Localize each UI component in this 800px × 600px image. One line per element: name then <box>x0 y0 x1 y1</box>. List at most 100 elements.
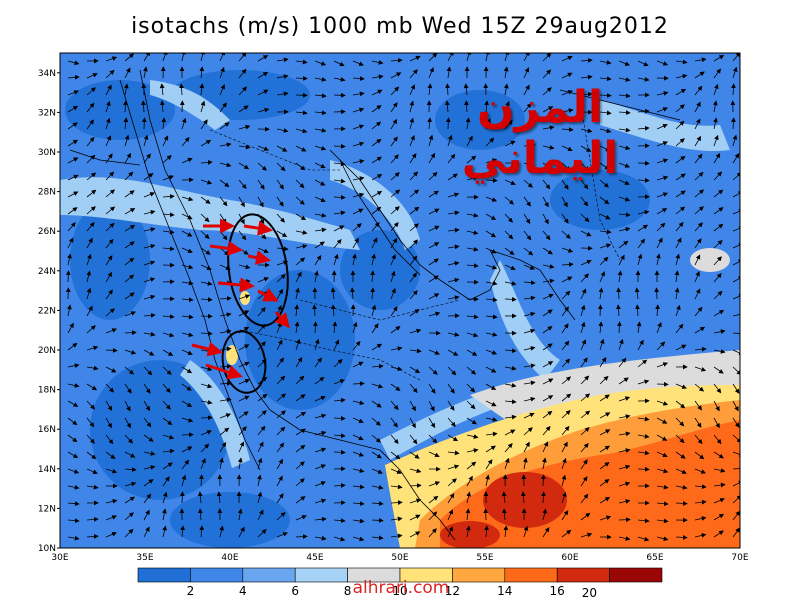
wind-vector-icon <box>67 174 79 181</box>
wind-vector-icon <box>197 508 203 521</box>
wind-vector-icon <box>409 153 417 164</box>
wind-vector-icon <box>162 400 171 410</box>
wind-vector-icon <box>314 535 327 541</box>
wind-vector-icon <box>295 444 306 453</box>
wind-vector-icon <box>485 178 498 183</box>
wind-vector-icon <box>447 478 457 487</box>
wind-vector-icon <box>67 417 78 426</box>
wind-vector-icon <box>618 338 624 351</box>
wind-vector-icon <box>428 67 434 79</box>
wind-vector-icon <box>732 153 740 164</box>
wind-vector-icon <box>409 434 418 445</box>
wind-vector-icon <box>181 117 187 130</box>
wind-vector-icon <box>523 311 536 317</box>
wind-vector-icon <box>86 237 93 249</box>
wind-vector-icon <box>580 443 589 453</box>
wind-vector-icon <box>162 417 173 426</box>
wind-vector-icon <box>637 339 644 351</box>
wind-vector-icon <box>485 213 497 221</box>
wind-vector-icon <box>295 394 306 402</box>
wind-vector-icon <box>67 342 78 351</box>
wind-vector-icon <box>124 152 132 164</box>
wind-vector-icon <box>409 189 420 198</box>
wind-vector-icon <box>333 379 345 385</box>
wind-vector-icon <box>428 208 440 215</box>
wind-vector-icon <box>295 271 302 283</box>
wind-vector-icon <box>713 207 724 215</box>
wind-vector-icon <box>656 484 669 490</box>
wind-vector-icon <box>352 400 365 406</box>
wind-vector-icon <box>124 400 131 412</box>
wind-vector-icon <box>200 213 210 223</box>
wind-vector-icon <box>466 434 479 439</box>
colorbar-swatches <box>137 567 663 583</box>
wind-vector-icon <box>466 417 477 425</box>
wind-vector-icon <box>314 227 327 233</box>
wind-vector-icon <box>105 100 111 113</box>
wind-vector-icon <box>599 93 612 98</box>
wind-vector-icon <box>561 393 572 402</box>
wind-vector-icon <box>428 495 439 504</box>
wind-vector-icon <box>637 536 650 542</box>
wind-vector-icon <box>656 237 663 249</box>
wind-vector-icon <box>599 256 609 266</box>
wind-vector-icon <box>390 417 398 428</box>
wind-vector-icon <box>314 481 326 487</box>
wind-vector-icon <box>86 221 95 232</box>
wind-vector-icon <box>504 414 517 420</box>
wind-vector-icon <box>428 366 438 375</box>
wind-vector-icon <box>618 377 629 385</box>
wind-vector-icon <box>542 278 555 284</box>
wind-vector-icon <box>314 255 322 266</box>
wind-vector-icon <box>428 152 436 164</box>
wind-vector-icon <box>238 68 247 79</box>
lon-label: 65E <box>646 553 663 563</box>
wind-vector-icon <box>105 222 115 232</box>
wind-vector-icon <box>503 83 509 96</box>
wind-vector-icon <box>694 271 700 283</box>
wind-vector-icon <box>466 135 473 147</box>
wind-vector-icon <box>694 288 701 300</box>
wind-vector-icon <box>428 511 438 521</box>
wind-vector-icon <box>599 338 605 351</box>
wind-vector-icon <box>86 305 93 317</box>
wind-vector-icon <box>124 171 134 181</box>
wind-vector-icon <box>466 246 479 252</box>
wind-vector-icon <box>312 304 317 317</box>
wind-vector-icon <box>618 196 631 202</box>
wind-vector-icon <box>333 397 346 403</box>
wind-vector-icon <box>219 413 232 419</box>
wind-vector-icon <box>599 60 612 65</box>
wind-vector-icon <box>333 161 346 167</box>
wind-vector-icon <box>257 393 268 402</box>
wind-vector-icon <box>67 74 80 80</box>
wind-vector-icon <box>181 474 187 487</box>
wind-vector-icon <box>656 91 669 96</box>
wind-vector-icon <box>428 311 441 317</box>
wind-vector-icon <box>105 515 117 521</box>
wind-vector-icon <box>713 152 721 164</box>
wind-vector-icon <box>656 417 668 424</box>
wind-vector-icon <box>674 287 680 300</box>
wind-vector-icon <box>466 491 471 504</box>
wind-vector-icon <box>143 451 156 456</box>
wind-vector-icon <box>618 357 627 368</box>
wind-vector-icon <box>428 400 435 412</box>
wind-vector-icon <box>105 532 117 538</box>
wind-vector-icon <box>466 263 479 269</box>
wind-vector-icon <box>637 60 649 67</box>
wind-vector-icon <box>504 348 517 354</box>
wind-vector-icon <box>618 226 631 232</box>
wind-vector-icon <box>143 465 156 470</box>
wind-vector-icon <box>332 321 338 334</box>
wind-vector-icon <box>542 378 554 385</box>
wind-vector-icon <box>427 83 433 96</box>
wind-vector-icon <box>124 225 136 232</box>
wind-vector-icon <box>86 434 95 444</box>
wind-vector-icon <box>656 400 669 406</box>
wind-vector-icon <box>314 60 327 66</box>
wind-vector-icon <box>484 100 490 113</box>
wind-vector-icon <box>124 241 135 249</box>
wind-vector-icon <box>447 173 458 181</box>
wind-vector-icon <box>732 451 740 457</box>
